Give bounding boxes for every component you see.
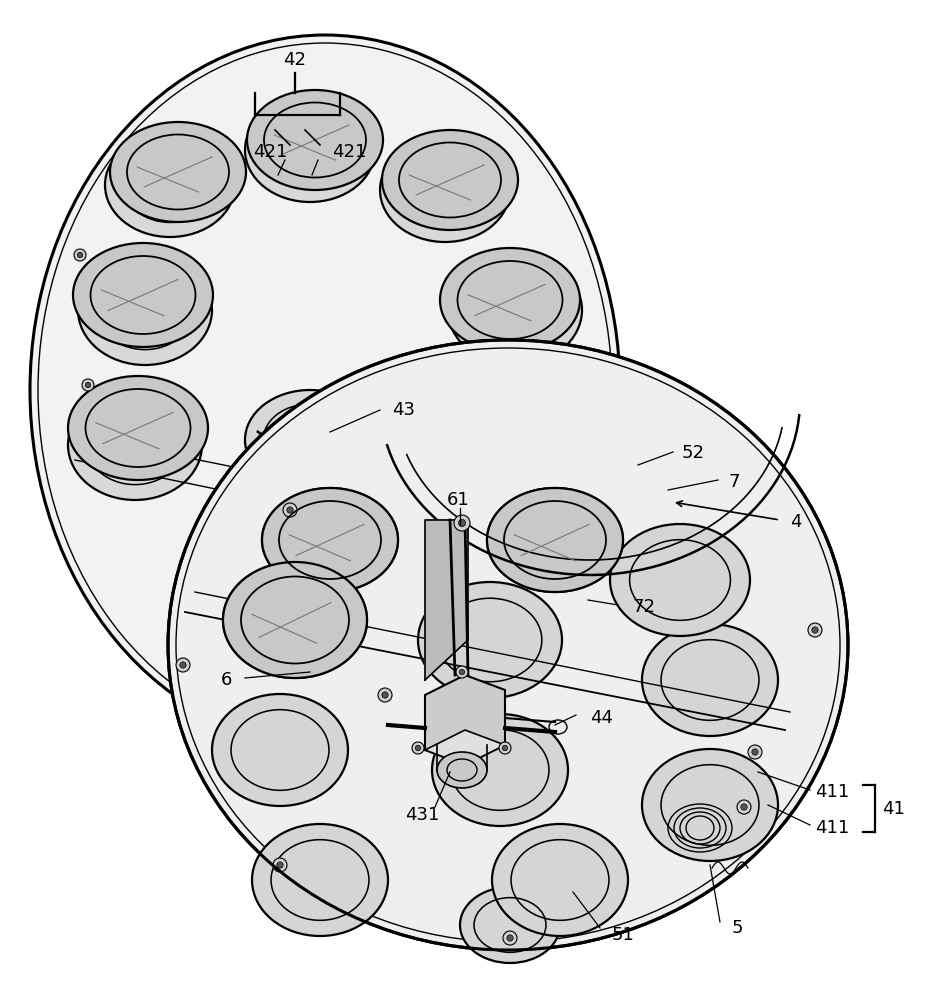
Ellipse shape <box>246 90 382 190</box>
Circle shape <box>498 742 511 754</box>
Ellipse shape <box>105 133 235 237</box>
Circle shape <box>287 507 293 513</box>
Text: 6: 6 <box>220 671 232 689</box>
Ellipse shape <box>379 138 510 242</box>
Circle shape <box>748 745 761 759</box>
Text: 42: 42 <box>283 51 306 69</box>
Ellipse shape <box>417 582 562 698</box>
Ellipse shape <box>381 130 517 230</box>
Circle shape <box>176 658 190 672</box>
Ellipse shape <box>436 752 486 788</box>
Ellipse shape <box>261 488 397 592</box>
Text: 44: 44 <box>589 709 613 727</box>
Polygon shape <box>425 520 467 680</box>
Ellipse shape <box>486 488 622 592</box>
Ellipse shape <box>261 488 397 592</box>
Circle shape <box>502 745 507 751</box>
Circle shape <box>736 800 750 814</box>
Circle shape <box>566 489 572 495</box>
Text: 7: 7 <box>727 473 739 491</box>
Ellipse shape <box>440 248 580 352</box>
Circle shape <box>459 669 464 675</box>
Ellipse shape <box>68 390 202 500</box>
Text: 4: 4 <box>789 513 801 531</box>
Ellipse shape <box>423 390 556 500</box>
Ellipse shape <box>641 624 777 736</box>
Text: 421: 421 <box>331 143 366 161</box>
Text: 421: 421 <box>253 143 287 161</box>
Ellipse shape <box>244 98 375 202</box>
Circle shape <box>506 935 513 941</box>
Text: 51: 51 <box>612 926 634 944</box>
Ellipse shape <box>30 35 619 745</box>
Circle shape <box>502 931 516 945</box>
Circle shape <box>179 662 186 668</box>
Ellipse shape <box>431 380 567 480</box>
Circle shape <box>751 749 757 755</box>
Ellipse shape <box>68 376 208 480</box>
Circle shape <box>82 379 93 391</box>
Ellipse shape <box>223 562 366 678</box>
Circle shape <box>74 249 86 261</box>
Text: 43: 43 <box>392 401 414 419</box>
Circle shape <box>414 745 420 751</box>
Ellipse shape <box>431 714 567 826</box>
Text: 41: 41 <box>881 800 904 818</box>
Ellipse shape <box>276 441 304 463</box>
Ellipse shape <box>78 255 211 365</box>
Ellipse shape <box>223 562 366 678</box>
Text: 52: 52 <box>682 444 704 462</box>
Ellipse shape <box>492 824 628 936</box>
Circle shape <box>412 742 424 754</box>
Text: 72: 72 <box>632 598 654 616</box>
Ellipse shape <box>610 524 750 636</box>
Ellipse shape <box>460 887 560 963</box>
Circle shape <box>378 688 392 702</box>
Circle shape <box>453 515 469 531</box>
Circle shape <box>282 503 296 517</box>
Circle shape <box>424 566 435 578</box>
Text: 61: 61 <box>447 491 469 509</box>
Circle shape <box>458 519 465 527</box>
Text: 5: 5 <box>732 919 743 937</box>
Circle shape <box>77 252 83 258</box>
Circle shape <box>456 666 467 678</box>
Ellipse shape <box>110 122 245 222</box>
Ellipse shape <box>168 340 847 950</box>
Circle shape <box>273 858 287 872</box>
Circle shape <box>381 692 388 698</box>
Ellipse shape <box>211 694 347 806</box>
Circle shape <box>564 486 576 498</box>
Circle shape <box>740 804 747 810</box>
Ellipse shape <box>73 243 212 347</box>
Ellipse shape <box>486 488 622 592</box>
Circle shape <box>277 862 283 868</box>
Circle shape <box>807 623 821 637</box>
Text: 411: 411 <box>814 783 849 801</box>
Text: 431: 431 <box>404 806 439 824</box>
Polygon shape <box>425 675 504 765</box>
Polygon shape <box>425 730 504 765</box>
Circle shape <box>811 627 818 633</box>
Ellipse shape <box>641 749 777 861</box>
Ellipse shape <box>447 255 582 365</box>
Text: 411: 411 <box>814 819 849 837</box>
Ellipse shape <box>252 824 388 936</box>
Circle shape <box>427 569 432 575</box>
Ellipse shape <box>244 390 375 490</box>
Circle shape <box>85 382 91 388</box>
